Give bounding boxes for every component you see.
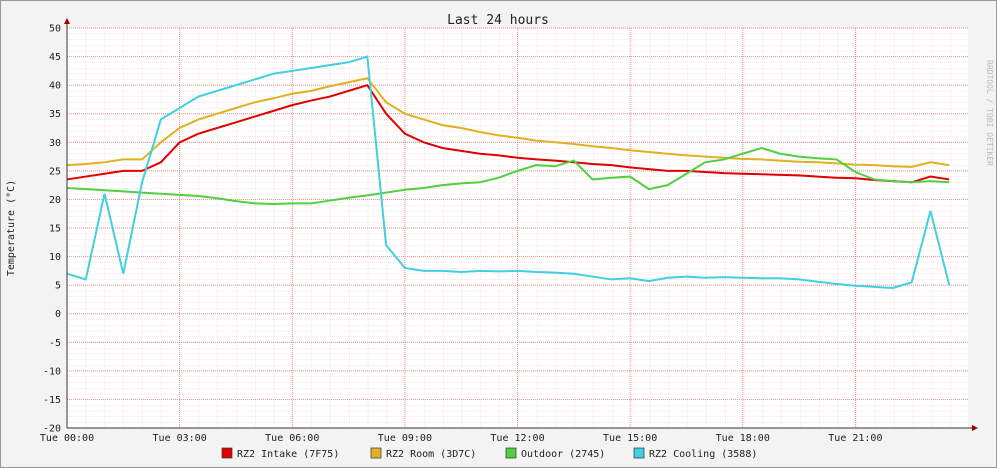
legend: RZ2 Intake (7F75) RZ2 Room (3D7C) Outdoor … <box>221 447 757 460</box>
legend-swatch <box>505 447 517 459</box>
y-tick-label: 10 <box>49 252 61 263</box>
y-tick-label: 20 <box>49 195 61 206</box>
x-tick-label: Tue 03:00 <box>153 433 207 444</box>
legend-label: RZ2 Room (3D7C) <box>386 449 476 460</box>
lines-layer <box>66 55 951 290</box>
y-tick-label: 25 <box>49 166 61 177</box>
series-line <box>66 83 950 184</box>
y-tick-label: 30 <box>49 138 61 149</box>
x-arrow <box>972 425 978 431</box>
y-arrow <box>64 18 70 24</box>
legend-swatch <box>221 447 233 459</box>
legend-label: RZ2 Intake (7F75) <box>237 449 339 460</box>
x-tick-label: Tue 12:00 <box>490 433 544 444</box>
chart-title: Last 24 hours <box>447 13 549 28</box>
series-line <box>66 55 951 290</box>
x-tick-label: Tue 18:00 <box>716 433 770 444</box>
y-tick-label: 0 <box>55 309 61 320</box>
y-tick-label: -20 <box>43 424 61 435</box>
y-tick-label: 45 <box>49 52 61 63</box>
y-tick-label: -5 <box>49 338 61 349</box>
y-tick-label: 15 <box>49 224 61 235</box>
series-line <box>66 146 950 206</box>
series-line <box>66 77 950 168</box>
x-tick-label: Tue 06:00 <box>265 433 319 444</box>
legend-label: RZ2 Cooling (3588) <box>649 449 757 460</box>
legend-swatch <box>633 447 645 459</box>
y-tick-label: 50 <box>49 24 61 35</box>
watermark: RRDTOOL / TOBI OETIKER <box>985 60 994 166</box>
y-tick-label: 35 <box>49 109 61 120</box>
y-tick-label: -10 <box>43 366 61 377</box>
legend-swatch <box>370 447 382 459</box>
y-tick-label: 5 <box>55 281 61 292</box>
y-tick-label: 40 <box>49 81 61 92</box>
y-tick-label: -15 <box>43 395 61 406</box>
x-tick-label: Tue 21:00 <box>828 433 882 444</box>
x-tick-label: Tue 00:00 <box>40 433 94 444</box>
y-axis-label: Temperature (°C) <box>6 180 17 276</box>
x-tick-label: Tue 15:00 <box>603 433 657 444</box>
axes-layer <box>64 18 978 431</box>
x-tick-label: Tue 09:00 <box>378 433 432 444</box>
legend-label: Outdoor (2745) <box>521 449 605 460</box>
